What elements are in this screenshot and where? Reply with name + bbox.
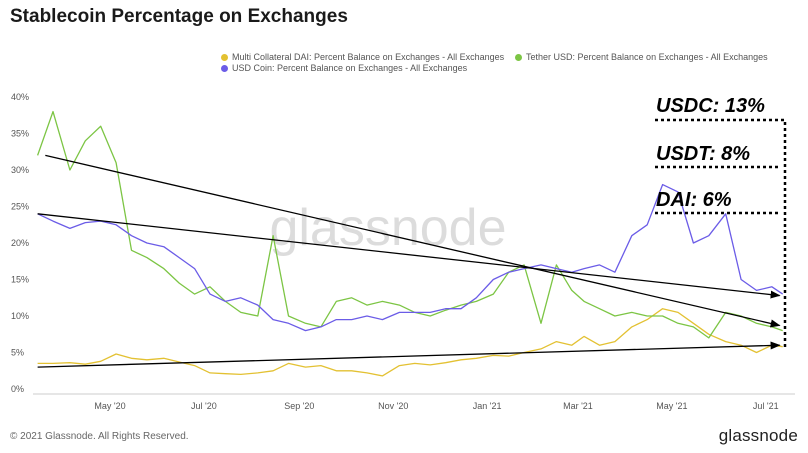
y-tick-label: 5% — [11, 348, 24, 358]
trendline-dai — [37, 341, 781, 368]
legend-item-dai[interactable]: Multi Collateral DAI: Percent Balance on… — [221, 52, 504, 62]
x-tick-label: Mar '21 — [563, 401, 593, 411]
legend-label-usdc: USD Coin: Percent Balance on Exchanges -… — [232, 63, 468, 73]
legend-item-usdc[interactable]: USD Coin: Percent Balance on Exchanges -… — [221, 63, 467, 73]
x-tick-label: May '20 — [94, 401, 125, 411]
annotation-usdc: USDC: 13% — [656, 95, 765, 117]
page-title: Stablecoin Percentage on Exchanges — [10, 6, 348, 27]
x-tick-label: Jan '21 — [473, 401, 502, 411]
series-line-dai — [37, 308, 783, 377]
y-tick-label: 30% — [11, 165, 29, 175]
x-tick-label: May '21 — [656, 401, 687, 411]
annotation-brackets — [655, 118, 787, 350]
trendlines — [37, 154, 781, 368]
legend-item-usdt[interactable]: Tether USD: Percent Balance on Exchanges… — [515, 52, 768, 62]
watermark: glassnode — [269, 199, 506, 257]
y-tick-label: 40% — [11, 92, 29, 102]
brand-logo: glassnode — [718, 426, 798, 445]
x-tick-label: Jul '21 — [753, 401, 779, 411]
x-tick-label: Nov '20 — [378, 401, 408, 411]
x-tick-label: Jul '20 — [191, 401, 217, 411]
trendline-usdc — [37, 213, 781, 299]
bracket-usdc — [655, 118, 787, 350]
legend-label-usdt: Tether USD: Percent Balance on Exchanges… — [526, 52, 768, 62]
legend-swatch-usdt — [515, 53, 522, 61]
x-axis: May '20 Jul '20 Sep '20 Nov '20 Jan '21 Mar '… — [94, 401, 778, 411]
y-tick-label: 15% — [11, 275, 29, 285]
series-group — [36, 110, 784, 377]
legend-swatch-usdc — [221, 64, 228, 72]
x-tick-label: Sep '20 — [284, 401, 314, 411]
y-tick-label: 35% — [11, 129, 29, 139]
y-axis: 0% 5% 10% 15% 20% 25% 30% 35% 40% — [11, 92, 29, 394]
legend-label-dai: Multi Collateral DAI: Percent Balance on… — [232, 52, 505, 62]
legend-swatch-dai — [221, 53, 228, 61]
y-tick-label: 25% — [11, 202, 29, 212]
copyright-text: © 2021 Glassnode. All Rights Reserved. — [10, 431, 189, 442]
y-tick-label: 0% — [11, 384, 24, 394]
y-tick-label: 20% — [11, 238, 29, 248]
trendline-usdt — [45, 154, 781, 328]
annotation-dai: DAI: 6% — [656, 189, 732, 211]
annotation-usdt: USDT: 8% — [656, 143, 750, 165]
series-line-usdc — [37, 183, 784, 332]
y-tick-label: 10% — [11, 311, 29, 321]
